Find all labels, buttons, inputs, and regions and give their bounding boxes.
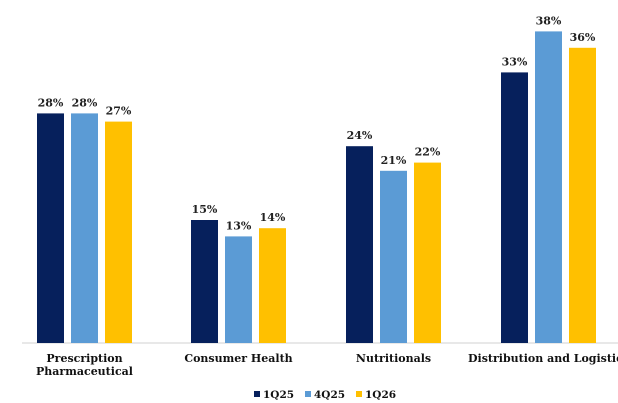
data-label: 15%	[192, 203, 218, 216]
data-label: 27%	[106, 105, 132, 118]
category-label: Nutritionals	[356, 352, 431, 365]
legend-swatch-1q26	[356, 391, 362, 397]
data-label: 21%	[381, 154, 407, 167]
data-label: 24%	[347, 129, 373, 142]
category-label: Distribution and Logistics	[468, 352, 618, 365]
bar-1q25-0	[37, 113, 64, 344]
bar-4q25-0	[71, 113, 98, 344]
data-label: 13%	[226, 219, 252, 232]
bar-1q26-1	[259, 228, 286, 343]
data-labels-group: 28% 28% 27% 15% 13% 14% 24% 21% 22% 33% 38% 36%	[38, 14, 596, 232]
bar-1q25-2	[346, 146, 373, 343]
bar-1q25-3	[501, 72, 528, 344]
data-label: 14%	[260, 211, 286, 224]
bar-1q26-3	[569, 47, 596, 344]
legend-label-1q25: 1Q25	[263, 389, 294, 401]
data-label: 36%	[570, 31, 596, 44]
data-label: 38%	[536, 14, 562, 27]
bar-1q25-1	[191, 220, 218, 343]
data-label: 28%	[72, 96, 98, 109]
bar-4q25-1	[225, 236, 252, 343]
category-label: Pharmaceutical	[36, 365, 133, 378]
legend-swatch-1q25	[254, 391, 260, 397]
bar-4q25-2	[380, 170, 407, 343]
category-label: Prescription	[46, 352, 122, 365]
data-label: 33%	[502, 55, 528, 68]
legend: 1Q25 4Q25 1Q26	[254, 389, 396, 401]
category-label: Consumer Health	[184, 352, 292, 365]
bars-group	[37, 31, 596, 344]
bar-1q26-2	[414, 162, 441, 343]
data-label: 22%	[415, 146, 441, 159]
data-label: 28%	[38, 96, 64, 109]
legend-swatch-4q25	[305, 391, 311, 397]
bar-4q25-3	[535, 31, 562, 344]
legend-label-4q25: 4Q25	[314, 389, 345, 401]
bar-1q26-0	[105, 121, 132, 343]
legend-label-1q26: 1Q26	[365, 389, 396, 401]
